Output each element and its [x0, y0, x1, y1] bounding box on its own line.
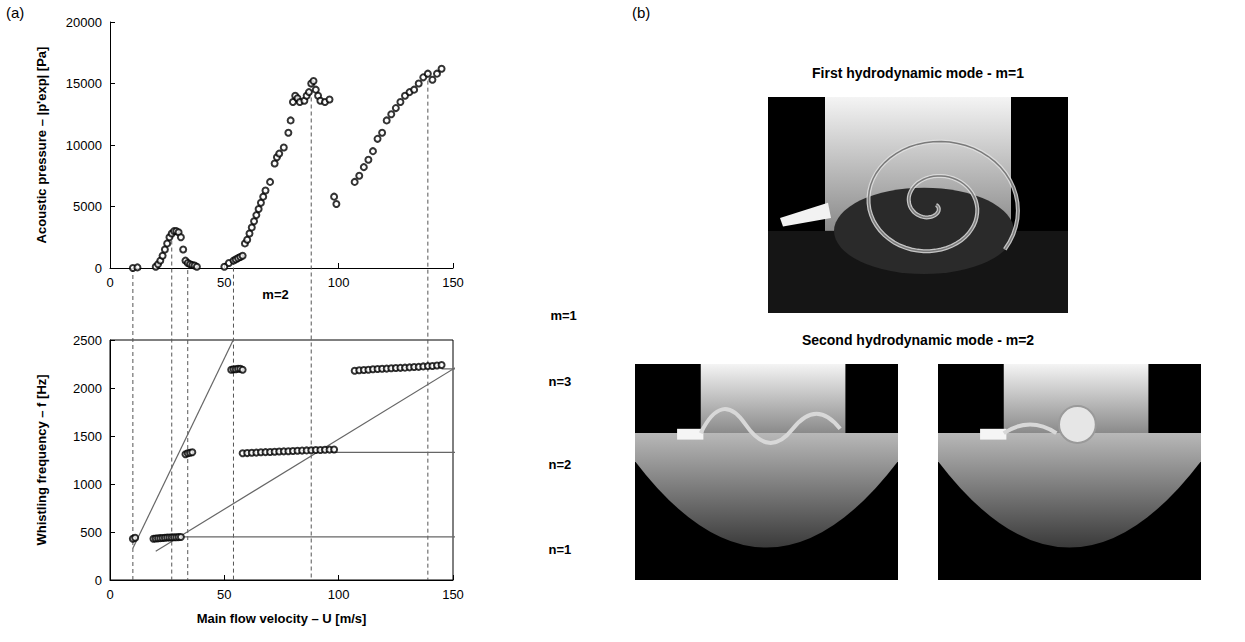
svg-text:0: 0: [95, 261, 102, 276]
svg-text:Whistling frequency – f [Hz]: Whistling frequency – f [Hz]: [34, 374, 49, 545]
svg-text:n=2: n=2: [548, 457, 571, 472]
svg-text:500: 500: [80, 525, 102, 540]
svg-text:1000: 1000: [73, 477, 102, 492]
svg-text:0: 0: [106, 587, 113, 602]
svg-text:m=2: m=2: [262, 287, 288, 302]
svg-text:First hydrodynamic mode - m=1: First hydrodynamic mode - m=1: [812, 65, 1024, 81]
svg-text:150: 150: [442, 587, 464, 602]
svg-text:50: 50: [217, 275, 231, 290]
svg-text:m=1: m=1: [550, 308, 576, 323]
svg-text:1500: 1500: [73, 429, 102, 444]
svg-text:150: 150: [442, 275, 464, 290]
svg-text:0: 0: [95, 573, 102, 588]
svg-text:2500: 2500: [73, 333, 102, 348]
svg-text:n=1: n=1: [548, 542, 571, 557]
svg-text:100: 100: [328, 275, 350, 290]
html-text:(a): (a): [6, 4, 25, 21]
svg-text:Main flow velocity – U [m/s]: Main flow velocity – U [m/s]: [197, 611, 367, 626]
svg-text:10000: 10000: [66, 138, 102, 153]
svg-text:100: 100: [328, 587, 350, 602]
svg-text:15000: 15000: [66, 76, 102, 91]
svg-text:0: 0: [106, 275, 113, 290]
svg-text:50: 50: [217, 587, 231, 602]
svg-text:2000: 2000: [73, 381, 102, 396]
svg-text:5000: 5000: [73, 199, 102, 214]
svg-text:Second hydrodynamic mode - m=2: Second hydrodynamic mode - m=2: [802, 332, 1034, 348]
svg-text:n=3: n=3: [548, 374, 571, 389]
svg-text:(b): (b): [632, 4, 650, 21]
svg-text:20000: 20000: [66, 15, 102, 30]
svg-text:Acoustic pressure – |p'exp| [P: Acoustic pressure – |p'exp| [Pa]: [34, 47, 49, 244]
